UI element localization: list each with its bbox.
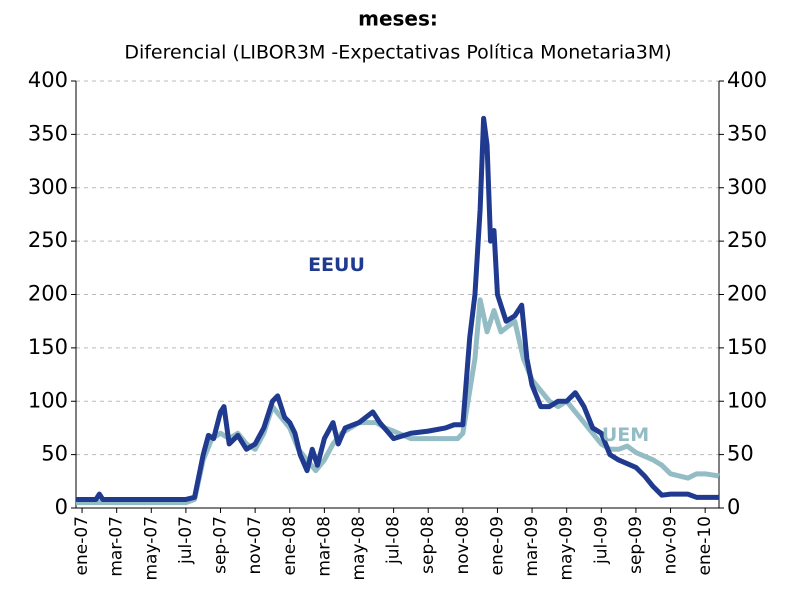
x-tick-label: mar-08	[314, 516, 334, 577]
x-tick-label: jul-08	[384, 516, 404, 565]
y-tick-label: 100	[28, 388, 68, 412]
x-tick-label: may-09	[557, 516, 577, 581]
y2-tick-label: 0	[727, 495, 740, 519]
x-tick-label: jul-09	[591, 516, 611, 565]
y2-tick-label: 100	[727, 388, 767, 412]
y2-tick-label: 150	[727, 335, 767, 359]
y-tick-label: 150	[28, 335, 68, 359]
y2-tick-label: 200	[727, 282, 767, 306]
x-tick-label: sep-09	[626, 516, 646, 574]
y-tick-label: 200	[28, 282, 68, 306]
x-tick-label: nov-08	[453, 516, 473, 575]
annotation: UEM	[602, 424, 649, 446]
x-tick-label: sep-07	[211, 516, 231, 574]
annotation: EEUU	[308, 254, 365, 276]
x-tick-label: may-07	[141, 516, 161, 581]
y-tick-label: 250	[28, 228, 68, 252]
x-tick-label: sep-08	[418, 516, 438, 574]
line-series	[76, 115, 719, 502]
y2-tick-label: 250	[727, 228, 767, 252]
y-tick-label: 0	[55, 495, 68, 519]
x-tick-label: nov-07	[245, 516, 265, 575]
y2-tick-label: 350	[727, 121, 767, 145]
y2-tick-label: 400	[727, 68, 767, 92]
x-tick-label: ene-07	[72, 516, 92, 575]
chart-subtitle: Diferencial (LIBOR3M -Expectativas Polít…	[124, 42, 671, 64]
x-tick-label: mar-09	[522, 516, 542, 577]
x-tick-label: may-08	[349, 516, 369, 581]
x-tick-label: mar-07	[107, 516, 127, 577]
x-tick-label: jul-07	[176, 516, 196, 565]
x-tick-label: ene-09	[487, 516, 507, 575]
x-tick-label: ene-10	[695, 516, 715, 575]
y2-tick-label: 300	[727, 175, 767, 199]
chart-title: meses:	[358, 7, 438, 31]
y-tick-label: 50	[41, 442, 68, 466]
y-tick-label: 300	[28, 175, 68, 199]
y2-tick-label: 50	[727, 442, 754, 466]
y-tick-label: 400	[28, 68, 68, 92]
x-tick-label: ene-08	[280, 516, 300, 575]
line-series	[76, 297, 720, 506]
y-tick-label: 350	[28, 121, 68, 145]
x-tick-label: nov-09	[661, 516, 681, 575]
